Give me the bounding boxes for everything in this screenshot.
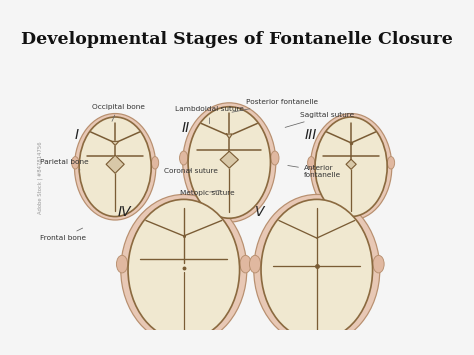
Ellipse shape xyxy=(180,151,188,165)
Polygon shape xyxy=(111,141,119,146)
Ellipse shape xyxy=(74,114,156,220)
Text: Frontal bone: Frontal bone xyxy=(40,228,86,241)
Text: Developmental Stages of Fontanelle Closure: Developmental Stages of Fontanelle Closu… xyxy=(21,31,453,48)
Text: Adobe Stock | #847814756: Adobe Stock | #847814756 xyxy=(38,142,43,214)
Ellipse shape xyxy=(72,157,79,169)
Polygon shape xyxy=(220,151,238,168)
Polygon shape xyxy=(227,134,232,138)
Text: IV: IV xyxy=(118,205,131,219)
Text: II: II xyxy=(182,121,190,135)
Text: Coronal suture: Coronal suture xyxy=(164,168,218,174)
Ellipse shape xyxy=(128,200,239,340)
Polygon shape xyxy=(346,159,356,169)
Text: Posterior fontanelle: Posterior fontanelle xyxy=(232,99,319,112)
Text: Lambdoidal suture: Lambdoidal suture xyxy=(175,106,244,124)
Ellipse shape xyxy=(373,255,384,273)
Ellipse shape xyxy=(310,114,392,220)
Ellipse shape xyxy=(117,255,128,273)
Ellipse shape xyxy=(249,255,261,273)
Ellipse shape xyxy=(271,151,279,165)
Ellipse shape xyxy=(315,117,387,217)
Text: Occipital bone: Occipital bone xyxy=(92,104,145,121)
Ellipse shape xyxy=(152,157,159,169)
Ellipse shape xyxy=(121,195,247,345)
Ellipse shape xyxy=(240,255,251,273)
Text: V: V xyxy=(255,205,264,219)
Text: III: III xyxy=(305,128,317,142)
Ellipse shape xyxy=(183,103,276,222)
Ellipse shape xyxy=(188,107,271,218)
Text: Sagittal suture: Sagittal suture xyxy=(285,112,354,127)
Ellipse shape xyxy=(254,195,380,345)
Ellipse shape xyxy=(261,200,373,340)
Text: Metopic suture: Metopic suture xyxy=(180,190,234,196)
Ellipse shape xyxy=(308,157,315,169)
Polygon shape xyxy=(106,155,124,173)
Text: Anterior
fontanelle: Anterior fontanelle xyxy=(288,165,341,178)
Ellipse shape xyxy=(387,157,395,169)
Text: I: I xyxy=(74,128,79,142)
Text: Parietal bone: Parietal bone xyxy=(40,159,88,170)
Ellipse shape xyxy=(79,117,151,217)
